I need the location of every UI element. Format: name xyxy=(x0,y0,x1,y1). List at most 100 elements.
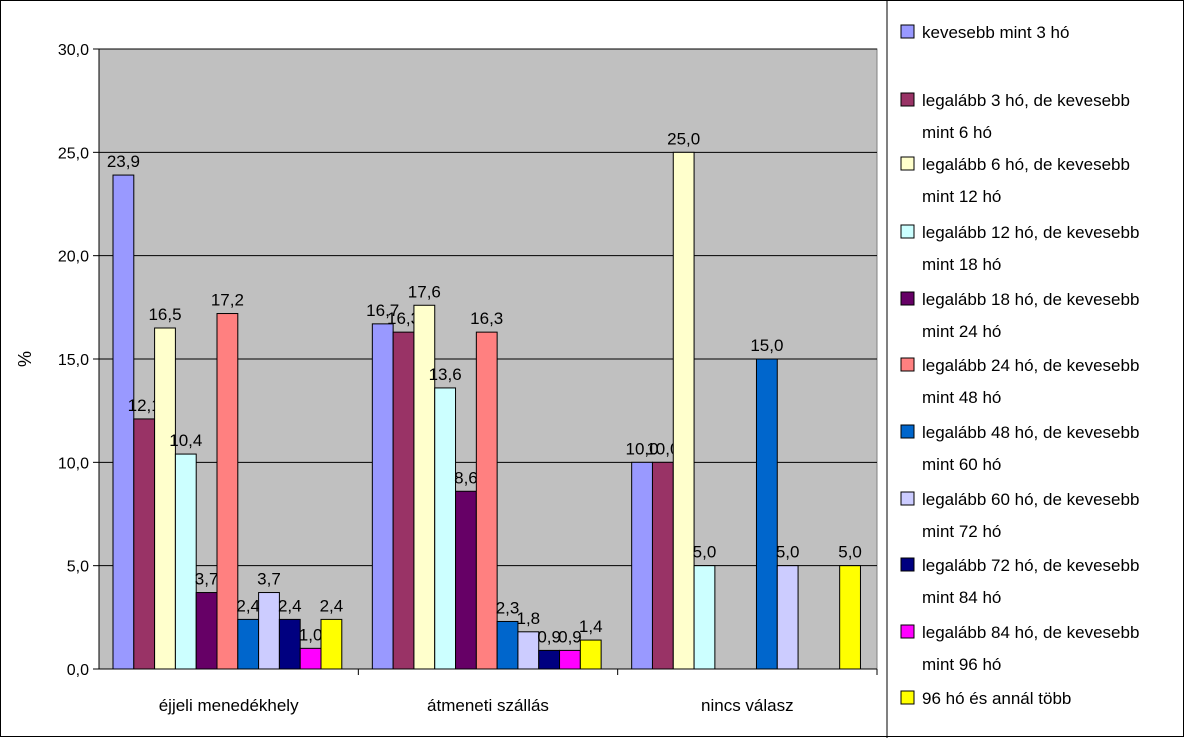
data-label: 12,1 xyxy=(128,396,161,415)
data-label: 5,0 xyxy=(776,543,800,562)
legend-label: mint 24 hó xyxy=(922,322,1001,341)
legend-label: legalább 12 hó, de kevesebb xyxy=(922,223,1139,242)
data-label: 0,9 xyxy=(537,627,561,646)
legend-label: legalább 24 hó, de kevesebb xyxy=(922,356,1139,375)
bar xyxy=(112,174,135,670)
data-label: 8,6 xyxy=(454,468,478,487)
data-label: 25,0 xyxy=(667,129,700,148)
legend-label: mint 96 hó xyxy=(922,655,1001,674)
bar xyxy=(839,565,861,670)
y-tick-label: 10,0 xyxy=(58,455,89,472)
bar xyxy=(216,313,239,670)
bar xyxy=(299,647,322,670)
legend-label: mint 12 hó xyxy=(922,187,1001,206)
bar xyxy=(455,490,477,670)
legend-swatch xyxy=(900,424,915,439)
bar xyxy=(413,304,436,670)
data-label: 23,9 xyxy=(107,152,140,171)
bar xyxy=(320,618,343,670)
data-label: 16,3 xyxy=(387,309,420,328)
y-tick-label: 5,0 xyxy=(67,559,89,576)
data-label: 0,9 xyxy=(558,627,582,646)
data-label: 13,6 xyxy=(429,365,462,384)
legend-swatch xyxy=(900,357,915,372)
bar xyxy=(755,358,778,670)
bar xyxy=(154,327,176,670)
legend-label: mint 72 hó xyxy=(922,522,1001,541)
legend-swatch xyxy=(900,24,915,39)
y-tick-label: 20,0 xyxy=(58,249,89,266)
bar xyxy=(392,331,415,670)
data-label: 1,8 xyxy=(517,609,541,628)
data-label: 10,0 xyxy=(646,439,679,458)
y-tick-label: 25,0 xyxy=(58,145,89,162)
bar xyxy=(133,418,156,670)
bar xyxy=(672,151,695,670)
data-label: 1,4 xyxy=(579,617,603,636)
data-label: 17,2 xyxy=(211,291,244,310)
bar xyxy=(278,618,301,670)
bar xyxy=(174,453,197,670)
data-label: 3,7 xyxy=(195,570,219,589)
legend-label: legalább 72 hó, de kevesebb xyxy=(922,556,1139,575)
category-label: éjjeli menedékhely xyxy=(159,696,299,715)
legend-swatch xyxy=(900,557,915,572)
data-label: 2,3 xyxy=(496,598,520,617)
data-label: 17,6 xyxy=(408,282,441,301)
legend-swatch xyxy=(900,156,915,171)
legend-label: legalább 60 hó, de kevesebb xyxy=(922,490,1139,509)
bar xyxy=(496,620,519,670)
y-tick-label: 30,0 xyxy=(58,42,89,59)
legend-label: mint 18 hó xyxy=(922,255,1001,274)
legend-label: legalább 18 hó, de kevesebb xyxy=(922,290,1139,309)
legend-swatch xyxy=(900,624,915,639)
data-label: 10,4 xyxy=(169,431,202,450)
legend-label: legalább 84 hó, de kevesebb xyxy=(922,623,1139,642)
bar xyxy=(631,461,653,670)
legend-label: mint 48 hó xyxy=(922,388,1001,407)
data-label: 16,7 xyxy=(366,301,399,320)
bar xyxy=(195,592,218,670)
bar xyxy=(579,639,602,670)
legend-label: kevesebb mint 3 hó xyxy=(922,23,1069,42)
data-label: 2,4 xyxy=(278,596,302,615)
y-tick-label: 15,0 xyxy=(58,352,89,369)
data-label: 3,7 xyxy=(257,570,281,589)
legend-swatch xyxy=(900,224,915,239)
legend-label: mint 60 hó xyxy=(922,455,1001,474)
y-tick-label: 0,0 xyxy=(67,662,89,679)
data-label: 2,4 xyxy=(320,596,344,615)
data-label: 16,5 xyxy=(148,305,181,324)
bar xyxy=(517,631,540,670)
legend-label: legalább 6 hó, de kevesebb xyxy=(922,155,1130,174)
legend-label: mint 84 hó xyxy=(922,588,1001,607)
bar xyxy=(475,331,498,670)
legend-label: legalább 48 hó, de kevesebb xyxy=(922,423,1139,442)
bar xyxy=(559,649,581,670)
data-label: 5,0 xyxy=(693,543,717,562)
legend-swatch xyxy=(900,291,915,306)
data-label: 2,4 xyxy=(236,596,260,615)
legend-swatch xyxy=(900,92,915,107)
data-label: 15,0 xyxy=(750,336,783,355)
data-label: 16,3 xyxy=(470,309,503,328)
bar xyxy=(258,592,280,670)
legend-swatch xyxy=(900,690,915,705)
data-label: 10,0 xyxy=(626,439,659,458)
legend-swatch xyxy=(900,491,915,506)
bar xyxy=(776,565,799,670)
bar xyxy=(434,387,457,670)
data-label: 5,0 xyxy=(838,543,862,562)
category-label: nincs válasz xyxy=(701,696,794,715)
bar xyxy=(651,461,674,670)
legend-label: 96 hó és annál több xyxy=(922,689,1071,708)
y-axis-title: % xyxy=(15,351,35,367)
bar xyxy=(538,649,561,670)
data-label: 1,0 xyxy=(299,625,323,644)
legend-label: mint 6 hó xyxy=(922,123,992,142)
bar xyxy=(693,565,716,670)
category-label: átmeneti szállás xyxy=(427,696,549,715)
bar xyxy=(371,323,394,670)
